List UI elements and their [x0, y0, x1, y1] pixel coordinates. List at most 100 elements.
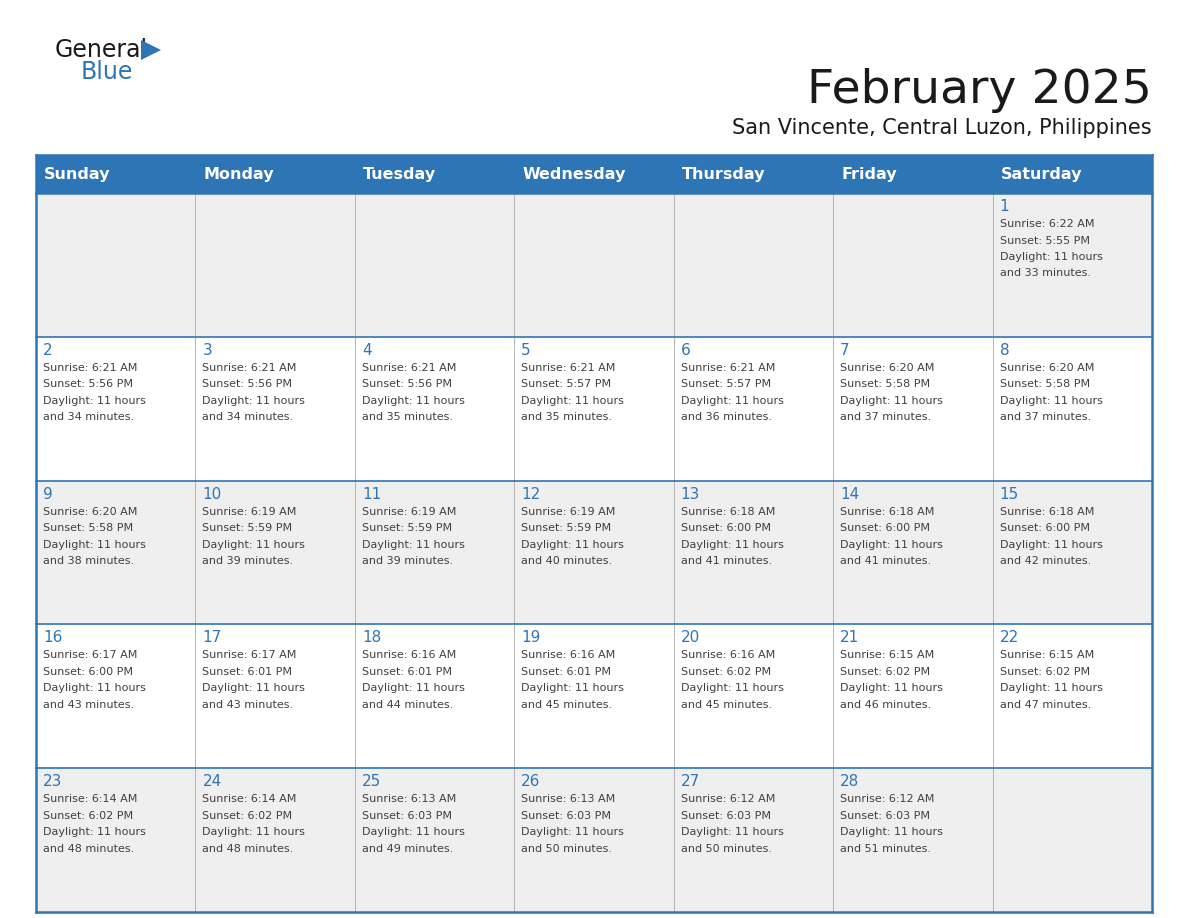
- Text: Wednesday: Wednesday: [523, 166, 626, 182]
- Text: Sunrise: 6:13 AM: Sunrise: 6:13 AM: [522, 794, 615, 804]
- Text: 28: 28: [840, 774, 859, 789]
- Text: 3: 3: [202, 342, 213, 358]
- Text: Sunset: 5:58 PM: Sunset: 5:58 PM: [840, 379, 930, 389]
- Text: Daylight: 11 hours: Daylight: 11 hours: [362, 683, 465, 693]
- Text: Sunrise: 6:21 AM: Sunrise: 6:21 AM: [522, 363, 615, 373]
- Bar: [36, 481, 1152, 624]
- Text: and 43 minutes.: and 43 minutes.: [43, 700, 134, 710]
- Text: and 50 minutes.: and 50 minutes.: [681, 844, 772, 854]
- Text: Daylight: 11 hours: Daylight: 11 hours: [681, 396, 784, 406]
- Text: and 45 minutes.: and 45 minutes.: [522, 700, 612, 710]
- Text: Daylight: 11 hours: Daylight: 11 hours: [43, 683, 146, 693]
- Text: Sunrise: 6:22 AM: Sunrise: 6:22 AM: [999, 219, 1094, 229]
- Text: Sunset: 6:02 PM: Sunset: 6:02 PM: [840, 666, 930, 677]
- Text: Sunrise: 6:13 AM: Sunrise: 6:13 AM: [362, 794, 456, 804]
- Bar: [36, 155, 1152, 193]
- Text: Sunrise: 6:18 AM: Sunrise: 6:18 AM: [681, 507, 775, 517]
- Text: Daylight: 11 hours: Daylight: 11 hours: [362, 827, 465, 837]
- Text: 12: 12: [522, 487, 541, 501]
- Text: Sunset: 5:55 PM: Sunset: 5:55 PM: [999, 236, 1089, 245]
- Text: Blue: Blue: [81, 60, 133, 84]
- Text: and 51 minutes.: and 51 minutes.: [840, 844, 931, 854]
- Text: Sunrise: 6:18 AM: Sunrise: 6:18 AM: [840, 507, 935, 517]
- Text: and 36 minutes.: and 36 minutes.: [681, 412, 772, 422]
- Bar: [36, 337, 1152, 481]
- Text: 10: 10: [202, 487, 222, 501]
- Text: 2: 2: [43, 342, 52, 358]
- Text: 17: 17: [202, 631, 222, 645]
- Text: Daylight: 11 hours: Daylight: 11 hours: [999, 396, 1102, 406]
- Text: Daylight: 11 hours: Daylight: 11 hours: [999, 540, 1102, 550]
- Text: and 45 minutes.: and 45 minutes.: [681, 700, 772, 710]
- Text: 4: 4: [362, 342, 372, 358]
- Text: Sunset: 5:56 PM: Sunset: 5:56 PM: [202, 379, 292, 389]
- Text: and 37 minutes.: and 37 minutes.: [840, 412, 931, 422]
- Text: Daylight: 11 hours: Daylight: 11 hours: [522, 827, 624, 837]
- Text: Daylight: 11 hours: Daylight: 11 hours: [840, 827, 943, 837]
- Text: Sunset: 6:01 PM: Sunset: 6:01 PM: [522, 666, 612, 677]
- Text: Sunrise: 6:15 AM: Sunrise: 6:15 AM: [840, 650, 935, 660]
- Text: and 39 minutes.: and 39 minutes.: [362, 556, 453, 566]
- Text: Sunday: Sunday: [44, 166, 110, 182]
- Text: Daylight: 11 hours: Daylight: 11 hours: [681, 827, 784, 837]
- Text: Daylight: 11 hours: Daylight: 11 hours: [43, 827, 146, 837]
- Text: 27: 27: [681, 774, 700, 789]
- Text: and 41 minutes.: and 41 minutes.: [681, 556, 772, 566]
- Text: Sunrise: 6:19 AM: Sunrise: 6:19 AM: [522, 507, 615, 517]
- Text: 6: 6: [681, 342, 690, 358]
- Text: Sunset: 5:58 PM: Sunset: 5:58 PM: [999, 379, 1089, 389]
- Text: 19: 19: [522, 631, 541, 645]
- Text: Thursday: Thursday: [682, 166, 765, 182]
- Text: Sunset: 6:00 PM: Sunset: 6:00 PM: [681, 523, 771, 533]
- Text: 23: 23: [43, 774, 63, 789]
- Text: Sunset: 6:03 PM: Sunset: 6:03 PM: [362, 811, 451, 821]
- Text: Daylight: 11 hours: Daylight: 11 hours: [202, 827, 305, 837]
- Text: Daylight: 11 hours: Daylight: 11 hours: [522, 540, 624, 550]
- Text: Sunset: 5:58 PM: Sunset: 5:58 PM: [43, 523, 133, 533]
- Text: Sunset: 5:59 PM: Sunset: 5:59 PM: [522, 523, 612, 533]
- Text: Sunrise: 6:21 AM: Sunrise: 6:21 AM: [202, 363, 297, 373]
- Text: Saturday: Saturday: [1000, 166, 1082, 182]
- Text: Sunset: 6:02 PM: Sunset: 6:02 PM: [999, 666, 1089, 677]
- Text: Sunrise: 6:14 AM: Sunrise: 6:14 AM: [202, 794, 297, 804]
- Text: and 34 minutes.: and 34 minutes.: [43, 412, 134, 422]
- Text: 18: 18: [362, 631, 381, 645]
- Text: and 49 minutes.: and 49 minutes.: [362, 844, 453, 854]
- Text: and 40 minutes.: and 40 minutes.: [522, 556, 612, 566]
- Text: Daylight: 11 hours: Daylight: 11 hours: [522, 396, 624, 406]
- Text: 16: 16: [43, 631, 63, 645]
- Text: 13: 13: [681, 487, 700, 501]
- Text: Daylight: 11 hours: Daylight: 11 hours: [43, 540, 146, 550]
- Text: Sunset: 6:02 PM: Sunset: 6:02 PM: [681, 666, 771, 677]
- Text: General: General: [55, 38, 148, 62]
- Text: and 47 minutes.: and 47 minutes.: [999, 700, 1091, 710]
- Text: and 43 minutes.: and 43 minutes.: [202, 700, 293, 710]
- Text: and 50 minutes.: and 50 minutes.: [522, 844, 612, 854]
- Text: Sunset: 6:03 PM: Sunset: 6:03 PM: [522, 811, 612, 821]
- Text: Tuesday: Tuesday: [362, 166, 436, 182]
- Text: San Vincente, Central Luzon, Philippines: San Vincente, Central Luzon, Philippines: [732, 118, 1152, 138]
- Text: Daylight: 11 hours: Daylight: 11 hours: [840, 683, 943, 693]
- Text: Sunrise: 6:17 AM: Sunrise: 6:17 AM: [202, 650, 297, 660]
- Text: 21: 21: [840, 631, 859, 645]
- Text: Sunset: 5:59 PM: Sunset: 5:59 PM: [202, 523, 292, 533]
- Text: 5: 5: [522, 342, 531, 358]
- Text: Sunset: 5:57 PM: Sunset: 5:57 PM: [681, 379, 771, 389]
- Text: Sunset: 6:02 PM: Sunset: 6:02 PM: [202, 811, 292, 821]
- Text: and 35 minutes.: and 35 minutes.: [522, 412, 612, 422]
- Text: and 39 minutes.: and 39 minutes.: [202, 556, 293, 566]
- Text: 9: 9: [43, 487, 52, 501]
- Text: Friday: Friday: [841, 166, 897, 182]
- Text: and 38 minutes.: and 38 minutes.: [43, 556, 134, 566]
- Text: Sunrise: 6:14 AM: Sunrise: 6:14 AM: [43, 794, 138, 804]
- Text: Sunset: 6:00 PM: Sunset: 6:00 PM: [999, 523, 1089, 533]
- Text: Daylight: 11 hours: Daylight: 11 hours: [681, 540, 784, 550]
- Text: and 37 minutes.: and 37 minutes.: [999, 412, 1091, 422]
- Text: Sunrise: 6:20 AM: Sunrise: 6:20 AM: [840, 363, 935, 373]
- Text: Daylight: 11 hours: Daylight: 11 hours: [202, 396, 305, 406]
- Text: 22: 22: [999, 631, 1019, 645]
- Text: and 42 minutes.: and 42 minutes.: [999, 556, 1091, 566]
- Text: Daylight: 11 hours: Daylight: 11 hours: [202, 683, 305, 693]
- Text: Sunrise: 6:17 AM: Sunrise: 6:17 AM: [43, 650, 138, 660]
- Text: Daylight: 11 hours: Daylight: 11 hours: [202, 540, 305, 550]
